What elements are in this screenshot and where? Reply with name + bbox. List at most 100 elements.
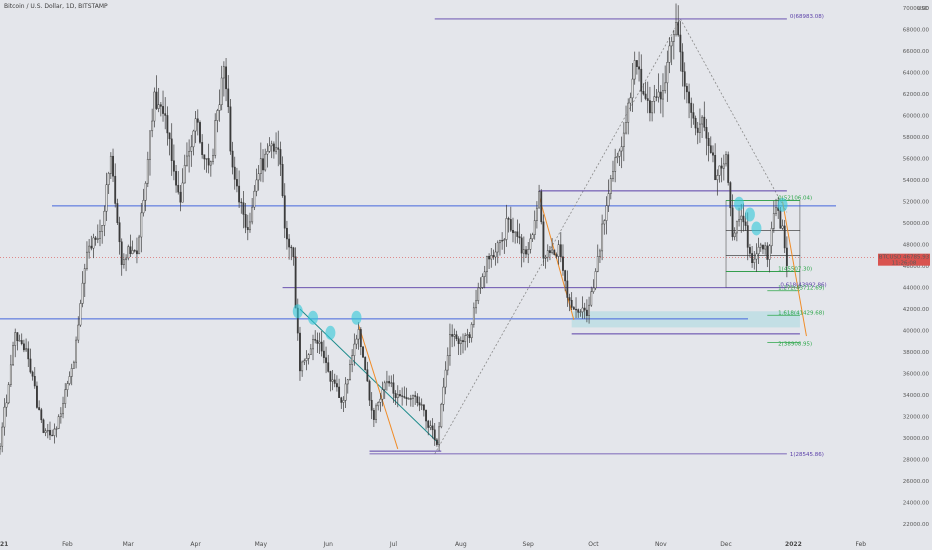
candle-body bbox=[422, 404, 425, 411]
candle-body bbox=[255, 179, 258, 192]
candle-body bbox=[749, 247, 751, 254]
candle-body bbox=[327, 362, 330, 372]
candle-body bbox=[40, 409, 43, 421]
candle-body bbox=[203, 154, 206, 160]
candle-body bbox=[333, 379, 336, 384]
candle-body bbox=[705, 127, 708, 139]
candle-body bbox=[492, 255, 495, 258]
candle-body bbox=[703, 116, 706, 128]
x-tick-label: Apr bbox=[190, 541, 201, 548]
x-tick-label: Feb bbox=[855, 541, 866, 548]
candle-body bbox=[179, 191, 182, 203]
candle-body bbox=[464, 335, 467, 343]
candle-body bbox=[227, 88, 230, 108]
candle-body bbox=[429, 425, 432, 428]
candle-body bbox=[549, 250, 551, 253]
candle-body bbox=[785, 247, 788, 266]
candle-body bbox=[181, 182, 184, 203]
candle-body bbox=[188, 151, 191, 157]
candle-body bbox=[357, 329, 360, 340]
candle-body bbox=[544, 256, 547, 259]
candle-body bbox=[79, 303, 82, 326]
candle-body bbox=[662, 90, 664, 100]
candle-body bbox=[325, 357, 327, 363]
candle-body bbox=[688, 91, 690, 104]
candle-body bbox=[281, 164, 284, 196]
candle-body bbox=[555, 254, 558, 257]
candle-body bbox=[301, 361, 304, 372]
candle-body bbox=[579, 311, 582, 313]
candle-body bbox=[183, 164, 186, 184]
candle-body bbox=[270, 143, 273, 147]
candle-body bbox=[599, 250, 601, 257]
x-tick-label: Aug bbox=[455, 541, 467, 548]
candle-body bbox=[9, 364, 12, 385]
candle-body bbox=[196, 118, 199, 123]
candle-body bbox=[207, 158, 210, 166]
candle-body bbox=[605, 205, 608, 221]
candle-body bbox=[159, 104, 162, 107]
candle-body bbox=[381, 389, 384, 400]
current-price-text: BTCUSD 46785.93 bbox=[879, 255, 930, 261]
candle-body bbox=[329, 371, 332, 382]
candle-body bbox=[322, 350, 325, 358]
price-axis[interactable]: 22000.00 24000.00 26000.00 28000.00 30000.00… bbox=[878, 6, 930, 528]
candle-body bbox=[31, 371, 34, 377]
candle-body bbox=[459, 340, 462, 345]
touch-highlight bbox=[308, 310, 319, 325]
y-tick-label: 62000.00 bbox=[903, 92, 930, 98]
candle-body bbox=[475, 300, 477, 309]
candle-body bbox=[22, 343, 25, 351]
candle-body bbox=[264, 153, 267, 171]
candle-body bbox=[25, 348, 28, 351]
candle-body bbox=[585, 309, 588, 316]
candle-body bbox=[490, 255, 493, 260]
candle-body bbox=[583, 307, 586, 311]
candle-body bbox=[494, 251, 497, 258]
candle-body bbox=[92, 237, 95, 249]
candle-body bbox=[477, 287, 480, 302]
candle-body bbox=[14, 332, 17, 346]
candle-body bbox=[194, 118, 197, 132]
candle-body bbox=[594, 271, 597, 289]
time-axis[interactable]: 2021 Feb Mar Apr May Jun Jul Aug Sep Oct Nov Dec 202… bbox=[0, 541, 866, 548]
candle-body bbox=[516, 231, 519, 237]
y-tick-label: 58000.00 bbox=[903, 135, 930, 141]
candle-body bbox=[335, 383, 338, 388]
candle-body bbox=[112, 155, 114, 177]
y-tick-label: 34000.00 bbox=[903, 393, 930, 399]
fib-extension-label: 1.618(41429.68) bbox=[778, 310, 824, 316]
candle-body bbox=[144, 182, 147, 201]
candle-body bbox=[246, 227, 249, 231]
candle-body bbox=[351, 355, 354, 365]
candle-body bbox=[614, 157, 617, 172]
candle-body bbox=[372, 409, 375, 420]
candle-body bbox=[770, 228, 773, 247]
candle-body bbox=[0, 445, 1, 450]
y-tick-label: 22000.00 bbox=[903, 522, 930, 528]
candle-body bbox=[707, 138, 710, 146]
candle-body bbox=[685, 86, 688, 93]
candle-body bbox=[431, 425, 434, 431]
candle-body bbox=[162, 106, 164, 114]
candle-body bbox=[170, 138, 173, 161]
candle-body bbox=[146, 158, 149, 184]
candle-body bbox=[507, 218, 510, 220]
candle-body bbox=[262, 158, 264, 171]
candle-body bbox=[388, 381, 391, 384]
x-tick-label: Nov bbox=[655, 541, 667, 548]
candle-body bbox=[316, 340, 319, 344]
candle-body bbox=[672, 33, 675, 42]
candle-body bbox=[620, 146, 623, 152]
candle-body bbox=[414, 395, 417, 397]
candle-body bbox=[290, 246, 293, 249]
candle-body bbox=[696, 127, 699, 133]
candle-body bbox=[166, 115, 169, 134]
candle-body bbox=[512, 229, 514, 234]
candle-body bbox=[753, 258, 756, 263]
candle-body bbox=[755, 253, 758, 260]
candle-body bbox=[577, 309, 580, 313]
candle-body bbox=[562, 256, 564, 271]
